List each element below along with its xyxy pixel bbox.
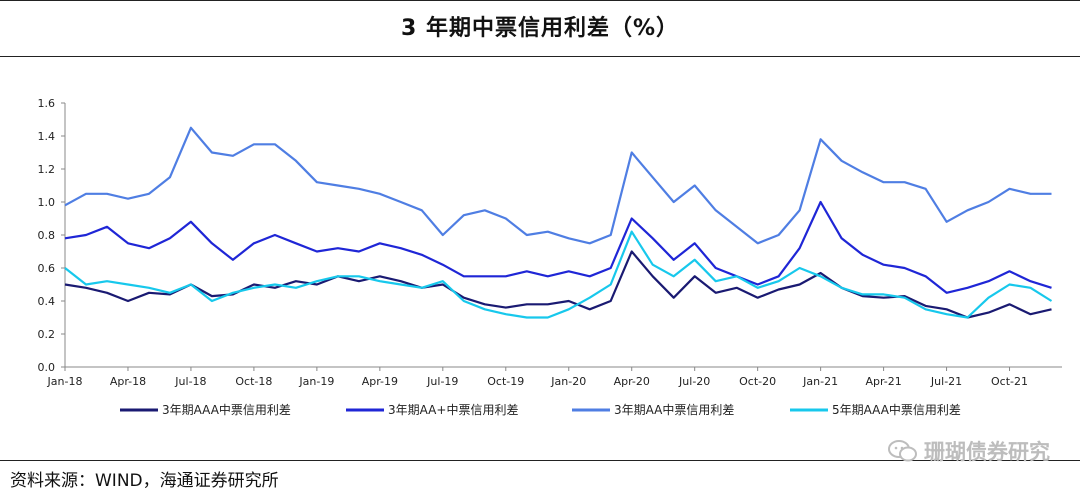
legend: 3年期AAA中票信用利差 3年期AA+中票信用利差 3年期AA中票信用利差 5年期AA… [120,402,961,417]
y-tick-label: 0.8 [38,229,56,242]
x-tick-label: Oct-18 [235,375,272,388]
y-tick-label: 1.2 [38,163,56,176]
source-note: 资料来源：WIND，海通证券研究所 [10,471,279,491]
x-tick-label: Oct-20 [739,375,776,388]
series-line-1 [64,200,1052,294]
x-tick-label: Apr-21 [865,375,901,388]
series-line-3 [64,230,1053,319]
series-line-2 [64,126,1052,245]
series-line-0 [64,250,1052,319]
watermark: 珊瑚债券研究 [888,436,1050,466]
series-lines [64,126,1053,319]
y-axis: 0.0 0.2 0.4 0.6 0.8 1.0 1.2 1.4 1.6 [38,97,66,374]
y-tick-label: 0.2 [38,328,56,341]
legend-label-1: 3年期AA+中票信用利差 [388,402,518,417]
x-tick-label: Jan-21 [802,375,838,388]
x-tick-label: Jan-19 [298,375,334,388]
footer-divider [0,460,1080,461]
y-tick-label: 1.6 [38,97,56,110]
x-tick-label: Jan-18 [47,375,83,388]
x-tick-label: Jul-21 [930,375,962,388]
y-tick-label: 1.0 [38,196,56,209]
top-rule [0,0,1080,1]
x-tick-label: Jul-18 [174,375,206,388]
legend-label-3: 5年期AAA中票信用利差 [832,402,961,417]
x-tick-label: Jul-20 [678,375,710,388]
y-tick-label: 1.4 [38,130,56,143]
y-tick-label: 0.6 [38,262,56,275]
watermark-text: 珊瑚债券研究 [924,440,1050,464]
legend-label-0: 3年期AAA中票信用利差 [162,402,291,417]
x-tick-label: Apr-19 [362,375,398,388]
x-axis: Jan-18 Apr-18 Jul-18 Oct-18 Jan-19 Apr-19 Jul-… [47,366,1062,388]
x-tick-label: Oct-21 [991,375,1028,388]
wechat-icon [888,440,917,462]
page-title: 3 年期中票信用利差（%） [0,10,1080,42]
y-tick-label: 0.0 [38,361,56,374]
x-tick-label: Jan-20 [550,375,586,388]
x-tick-label: Oct-19 [487,375,524,388]
chart-title: 3 年期中票信用利差（%） [400,16,679,41]
x-tick-label: Jul-19 [426,375,458,388]
legend-label-2: 3年期AA中票信用利差 [614,402,734,417]
title-divider [0,56,1080,57]
x-tick-label: Apr-20 [614,375,650,388]
x-tick-label: Apr-18 [110,375,146,388]
chart-canvas: 0.0 0.2 0.4 0.6 0.8 1.0 1.2 1.4 1.6 Jan-18 Apr-18… [38,97,1062,417]
y-tick-label: 0.4 [38,295,56,308]
